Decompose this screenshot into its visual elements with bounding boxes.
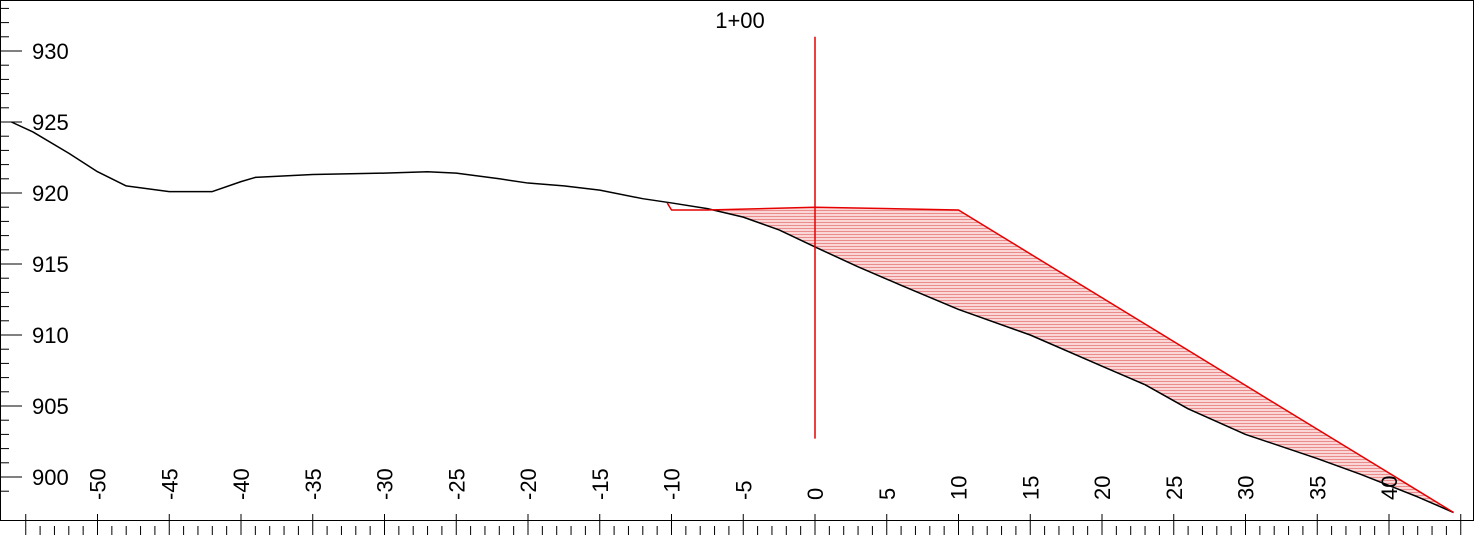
x-tick-label: -10: [660, 468, 685, 500]
x-tick-label: -30: [373, 468, 398, 500]
x-tick-label: 25: [1162, 476, 1187, 500]
x-tick-label: -35: [301, 468, 326, 500]
x-tick-label: 0: [803, 488, 828, 500]
x-tick-label: 15: [1018, 476, 1043, 500]
x-tick-label: -20: [516, 468, 541, 500]
y-tick-label: 915: [32, 252, 69, 277]
x-tick-label: 5: [875, 488, 900, 500]
x-tick-label: 10: [947, 476, 972, 500]
plot-frame: [0, 0, 1474, 521]
x-tick-label: -15: [588, 468, 613, 500]
x-tick-label: -25: [444, 468, 469, 500]
x-tick-label: -45: [157, 468, 182, 500]
fill-region: [707, 207, 1454, 513]
y-tick-label: 900: [32, 465, 69, 490]
station-label: 1+00: [715, 8, 765, 33]
x-tick-label: -40: [229, 468, 254, 500]
design-section-line: [666, 202, 1454, 514]
x-tick-label: 30: [1234, 476, 1259, 500]
x-tick-label: 35: [1305, 476, 1330, 500]
y-tick-label: 905: [32, 394, 69, 419]
x-tick-label: -50: [86, 468, 111, 500]
y-tick-label: 925: [32, 110, 69, 135]
y-tick-label: 910: [32, 323, 69, 348]
x-tick-label: -5: [731, 480, 756, 500]
existing-ground-line: [11, 121, 1454, 514]
x-tick-label: 20: [1090, 476, 1115, 500]
y-tick-label: 920: [32, 181, 69, 206]
y-tick-label: 930: [32, 39, 69, 64]
x-tick-label: 40: [1377, 476, 1402, 500]
